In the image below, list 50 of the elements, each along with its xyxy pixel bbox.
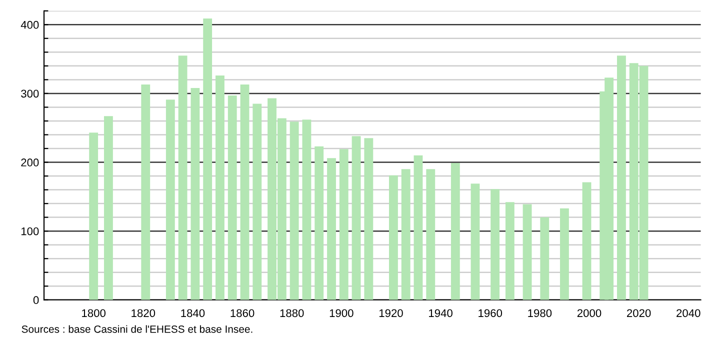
x-tick-label: 1920 (379, 309, 403, 318)
x-tick-label: 1880 (280, 309, 304, 318)
bar (389, 175, 398, 300)
bar (141, 84, 150, 300)
y-tick-label: 0 (33, 296, 39, 304)
bar (414, 155, 423, 300)
bar (364, 138, 374, 300)
bar (89, 132, 98, 300)
bar (252, 104, 262, 300)
bar (327, 158, 336, 300)
bar (582, 182, 592, 300)
bar (522, 204, 532, 300)
bar (426, 169, 436, 300)
x-tick-label: 1860 (230, 309, 254, 318)
bar (540, 217, 550, 300)
x-tick-label: 1980 (528, 309, 552, 318)
y-tick-label: 400 (20, 20, 39, 29)
x-tick-label: 1820 (132, 309, 156, 318)
bar (166, 100, 175, 300)
x-tick-label: 1940 (429, 309, 452, 318)
bar (352, 136, 361, 300)
bar (401, 169, 410, 300)
bar (240, 84, 250, 300)
y-tick-label: 200 (21, 158, 39, 166)
bar (490, 189, 500, 300)
bar (203, 18, 212, 300)
x-tick-label: 1840 (181, 309, 205, 318)
bar (190, 88, 200, 300)
y-tick-label: 300 (21, 90, 39, 98)
bar (339, 149, 348, 300)
x-tick-label: 1900 (330, 309, 354, 318)
bar (560, 208, 569, 300)
y-tick-label: 100 (21, 227, 39, 236)
x-tick-label: 1960 (478, 309, 502, 318)
x-tick-label: 1800 (82, 309, 106, 318)
x-tick-label: 2020 (627, 309, 651, 318)
bar (228, 96, 237, 300)
bar (470, 184, 480, 300)
bar (290, 122, 299, 300)
source-note: Sources : base Cassini de l'EHESS et base Insee. (22, 325, 252, 333)
bar (302, 120, 312, 300)
bar (450, 162, 460, 300)
bar (104, 116, 113, 300)
bar (617, 56, 626, 300)
bar (314, 146, 324, 300)
x-tick-label: 2040 (676, 309, 700, 318)
bar (505, 202, 514, 300)
x-tick-label: 2000 (577, 309, 602, 318)
bar (216, 76, 224, 300)
bar (178, 56, 188, 300)
